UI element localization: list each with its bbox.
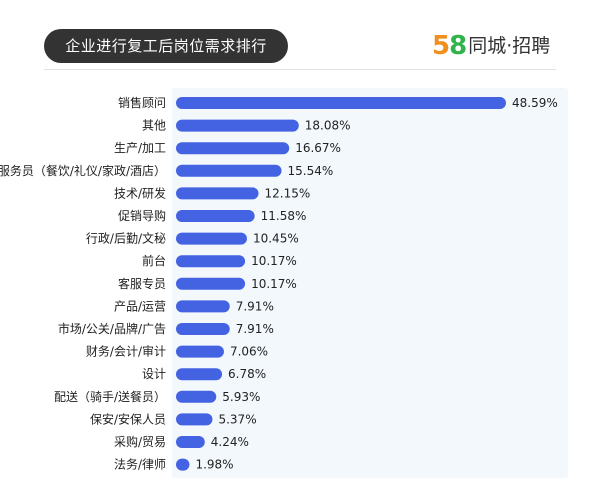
bar (176, 300, 230, 313)
bar (176, 345, 224, 358)
category-label: 保安/安保人员 (90, 411, 166, 426)
category-label: 技术/研发 (114, 185, 166, 200)
bar-value-label: 15.54% (288, 164, 334, 178)
bar (176, 390, 217, 403)
bar (176, 119, 299, 132)
bar-value-label: 6.78% (228, 367, 266, 381)
bar (176, 187, 259, 200)
bar (176, 277, 246, 290)
bar (176, 164, 282, 177)
bar (176, 368, 223, 381)
bar (176, 232, 247, 245)
category-label: 市场/公关/品牌/广告 (58, 321, 166, 336)
logo-text: 同城·招聘 (468, 35, 551, 57)
bar (176, 255, 246, 268)
bar (176, 142, 290, 155)
bar (176, 97, 506, 109)
category-label: 销售顾问 (118, 95, 166, 110)
bar-value-label: 12.15% (265, 186, 311, 200)
brand-logo: 5 8 同城·招聘 (432, 28, 550, 64)
bar-value-label: 10.17% (251, 254, 297, 268)
bar-value-label: 1.98% (195, 458, 233, 472)
chart-title: 企业进行复工后岗位需求排行 (44, 29, 288, 63)
bar-value-label: 7.91% (236, 299, 274, 313)
category-label: 采购/贸易 (114, 434, 166, 449)
bar-value-label: 5.93% (222, 390, 260, 404)
category-label: 行政/后勤/文秘 (86, 231, 166, 246)
bar-value-label: 11.58% (261, 209, 307, 223)
bar-value-label: 5.37% (218, 412, 256, 426)
logo-digit-five: 5 (432, 31, 450, 61)
category-label: 生产/加工 (114, 141, 166, 155)
bar (176, 458, 190, 471)
category-label: 产品/运营 (114, 299, 166, 313)
logo-digit-eight: 8 (449, 31, 467, 61)
category-label: 设计 (142, 367, 166, 381)
bar-value-label: 48.59% (512, 96, 558, 110)
bar-value-label: 7.91% (236, 322, 274, 336)
bar (176, 413, 213, 426)
category-label: 法务/律师 (114, 457, 166, 472)
bar (176, 210, 255, 222)
category-label: 其他 (142, 119, 166, 133)
bar-value-label: 18.08% (305, 119, 351, 133)
category-label: 客服专员 (118, 276, 166, 291)
category-label: 财务/会计/审计 (86, 344, 166, 359)
category-label: 服务员（餐饮/礼仪/家政/酒店） (0, 163, 166, 178)
bar (176, 436, 205, 448)
bar-value-label: 7.06% (230, 345, 268, 359)
header-divider (44, 69, 556, 70)
bar (176, 323, 230, 335)
bar-value-label: 4.24% (211, 435, 249, 449)
bar-value-label: 10.17% (251, 277, 297, 291)
bar-value-label: 10.45% (253, 232, 299, 246)
category-label: 促销导购 (118, 208, 166, 223)
category-label: 前台 (142, 253, 166, 268)
bar-value-label: 16.67% (295, 141, 341, 155)
category-label: 配送（骑手/送餐员） (54, 389, 166, 404)
